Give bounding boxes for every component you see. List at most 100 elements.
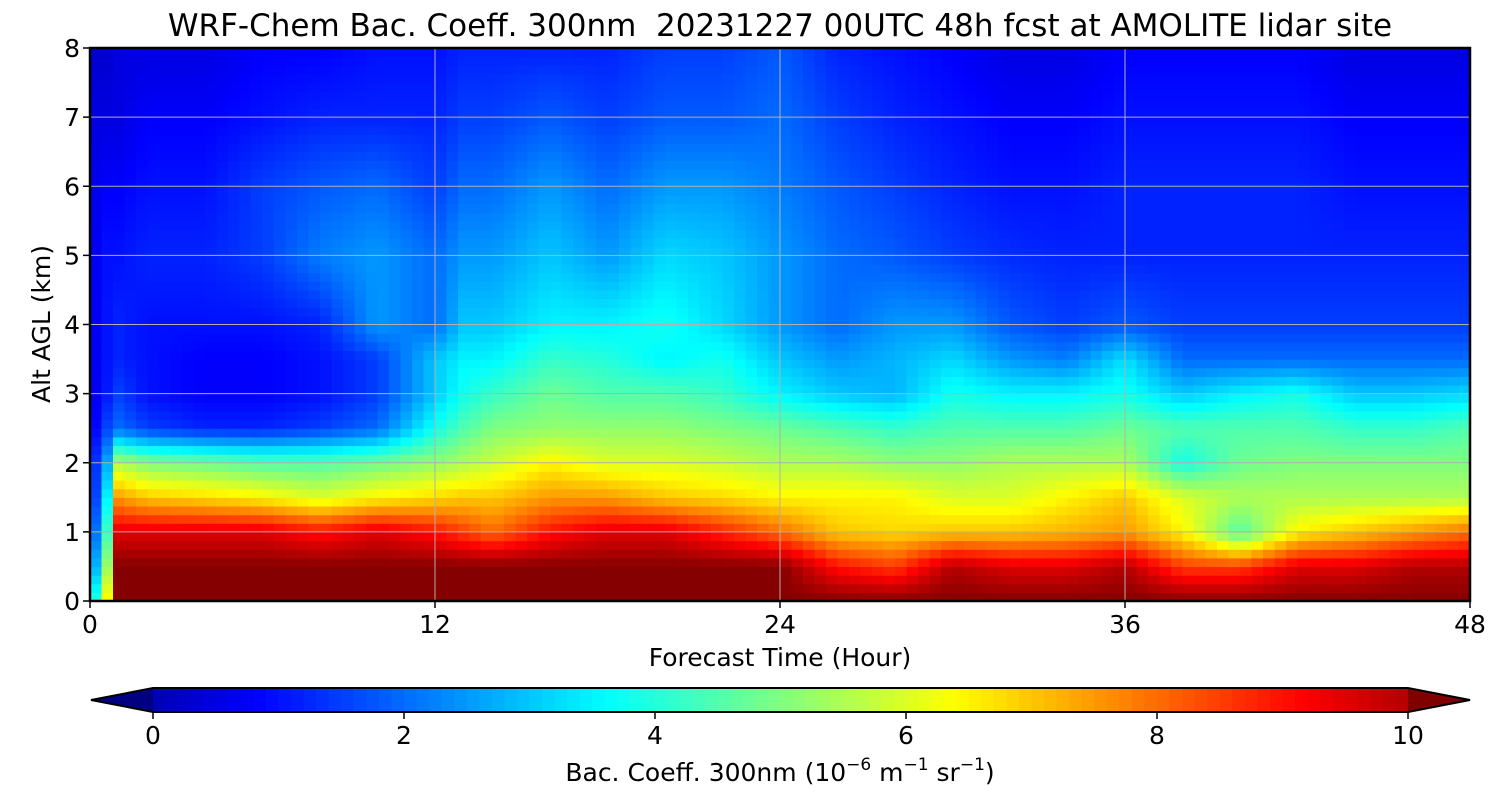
heatmap-cell — [561, 592, 574, 601]
heatmap-cell — [1286, 359, 1299, 369]
heatmap-cell — [1056, 505, 1069, 516]
heatmap-cell — [274, 488, 287, 498]
heatmap-cell — [1366, 333, 1379, 343]
heatmap-cell — [561, 272, 574, 282]
heatmap-cell — [446, 557, 459, 568]
heatmap-cell — [1274, 557, 1287, 568]
heatmap-cell — [1010, 583, 1023, 593]
heatmap-cell — [550, 281, 563, 291]
heatmap-cell — [872, 575, 885, 585]
heatmap-cell — [929, 462, 942, 472]
heatmap-cell — [941, 531, 954, 542]
heatmap-cell — [1435, 462, 1448, 472]
heatmap-cell — [653, 471, 666, 481]
heatmap-cell — [251, 410, 264, 421]
heatmap-cell — [573, 307, 586, 317]
heatmap-cell — [757, 514, 770, 524]
heatmap-cell — [584, 384, 597, 395]
heatmap-cell — [515, 480, 528, 490]
heatmap-cell — [193, 289, 206, 300]
heatmap-cell — [1251, 557, 1264, 568]
heatmap-cell — [1251, 531, 1264, 542]
heatmap-cell — [653, 393, 666, 403]
heatmap-cell — [216, 410, 229, 421]
heatmap-cell — [159, 402, 172, 412]
heatmap-cell — [1136, 410, 1149, 421]
heatmap-cell — [711, 341, 724, 352]
heatmap-cell — [331, 384, 344, 395]
heatmap-cell — [1320, 575, 1333, 585]
heatmap-cell — [239, 549, 252, 559]
heatmap-cell — [699, 575, 712, 585]
heatmap-cell — [481, 549, 494, 559]
heatmap-cell — [1297, 315, 1310, 326]
heatmap-cell — [170, 497, 183, 507]
heatmap-cell — [1125, 514, 1138, 524]
heatmap-cell — [320, 566, 333, 576]
heatmap-cell — [734, 445, 747, 455]
heatmap-cell — [757, 540, 770, 550]
heatmap-cell — [929, 566, 942, 576]
heatmap-cell — [688, 523, 701, 533]
heatmap-cell — [1228, 281, 1241, 291]
heatmap-cell — [1424, 350, 1437, 360]
heatmap-cell — [952, 359, 965, 369]
heatmap-cell — [1251, 281, 1264, 291]
heatmap-cell — [504, 359, 517, 369]
heatmap-cell — [1286, 298, 1299, 308]
heatmap-cell — [147, 592, 160, 601]
heatmap-cell — [239, 298, 252, 308]
heatmap-cell — [101, 445, 114, 455]
heatmap-cell — [837, 540, 850, 550]
heatmap-cell — [734, 514, 747, 524]
heatmap-cell — [1044, 264, 1057, 274]
heatmap-cell — [1343, 281, 1356, 291]
heatmap-cell — [1332, 592, 1345, 601]
heatmap-cell — [458, 410, 471, 421]
heatmap-cell — [711, 410, 724, 421]
heatmap-cell — [343, 402, 356, 412]
heatmap-cell — [1401, 575, 1414, 585]
heatmap-cell — [1251, 505, 1264, 516]
heatmap-cell — [1240, 462, 1253, 472]
heatmap-cell — [872, 341, 885, 352]
heatmap-cell — [538, 333, 551, 343]
heatmap-cell — [1113, 462, 1126, 472]
heatmap-cell — [849, 497, 862, 507]
heatmap-cell — [964, 315, 977, 326]
heatmap-cell — [1090, 592, 1103, 601]
heatmap-cell — [975, 514, 988, 524]
heatmap-cell — [193, 333, 206, 343]
heatmap-cell — [1355, 454, 1368, 464]
heatmap-cell — [412, 497, 425, 507]
heatmap-cell — [1378, 255, 1391, 265]
heatmap-cell — [1263, 419, 1276, 429]
heatmap-cell — [550, 488, 563, 498]
heatmap-cell — [1458, 246, 1470, 256]
heatmap-cell — [331, 488, 344, 498]
heatmap-cell — [251, 557, 264, 568]
heatmap-cell — [354, 592, 367, 601]
heatmap-cell — [619, 419, 632, 429]
heatmap-cell — [1401, 488, 1414, 498]
heatmap-cell — [1217, 298, 1230, 308]
heatmap-cell — [688, 436, 701, 447]
heatmap-cell — [1320, 376, 1333, 386]
heatmap-cell — [251, 324, 264, 334]
heatmap-cell — [803, 505, 816, 516]
heatmap-cell — [297, 341, 310, 352]
heatmap-cell — [791, 255, 804, 265]
heatmap-cell — [791, 350, 804, 360]
heatmap-cell — [1102, 480, 1115, 490]
heatmap-cell — [665, 315, 678, 326]
heatmap-cell — [699, 471, 712, 481]
heatmap-cell — [964, 566, 977, 576]
heatmap-cell — [412, 505, 425, 516]
heatmap-cell — [1217, 376, 1230, 386]
heatmap-cell — [561, 359, 574, 369]
heatmap-cell — [239, 592, 252, 601]
heatmap-cell — [768, 376, 781, 386]
heatmap-cell — [504, 540, 517, 550]
heatmap-cell — [895, 419, 908, 429]
heatmap-cell — [538, 376, 551, 386]
